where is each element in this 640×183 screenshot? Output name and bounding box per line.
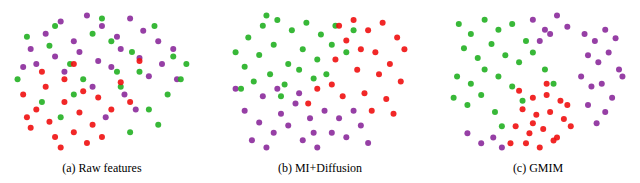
svg-text:(a) Raw features: (a) Raw features: [62, 161, 142, 175]
svg-text:(b) MI+Diffusion: (b) MI+Diffusion: [278, 161, 362, 175]
svg-text:(c) GMIM: (c) GMIM: [513, 161, 564, 175]
